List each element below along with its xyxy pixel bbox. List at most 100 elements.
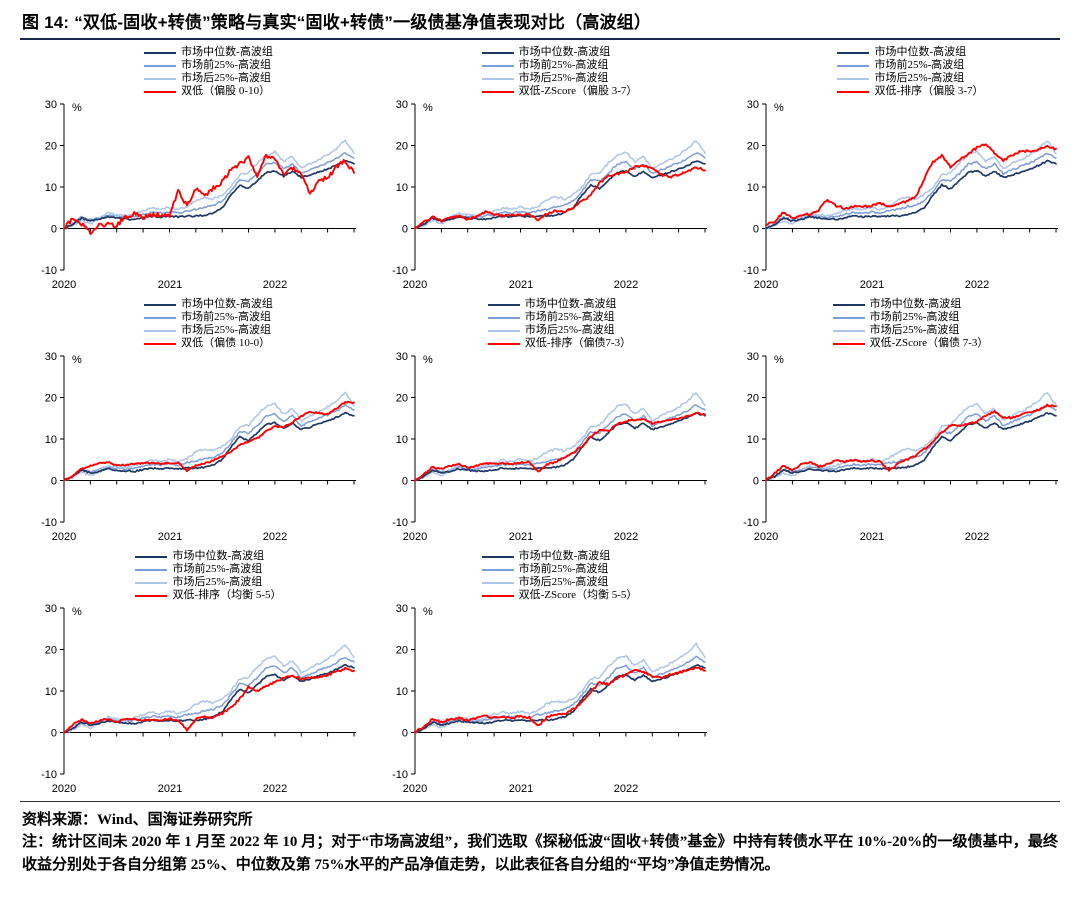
legend-label: 市场中位数-高波组: [181, 46, 273, 58]
legend-label: 市场后25%-高波组: [172, 576, 263, 588]
legend-line-swatch: [832, 303, 865, 306]
legend-item: 双低-ZScore（偏股 3-7）: [481, 85, 637, 98]
legend-item: 双低（偏股 0-10）: [144, 85, 273, 98]
y-tick-label: -10: [392, 769, 408, 781]
legend-line-swatch: [144, 51, 177, 54]
y-unit-label: %: [423, 102, 433, 114]
x-tick-label: 2021: [860, 279, 884, 291]
legend-label: 市场后25%-高波组: [524, 324, 615, 336]
legend-line-swatch: [481, 77, 514, 80]
series-lines: [414, 140, 706, 230]
y-tick-label: 20: [45, 141, 57, 153]
y-tick-label: 10: [396, 182, 408, 194]
series-lines: [414, 392, 706, 482]
x-tick-label: 2021: [158, 531, 182, 543]
y-unit-label: %: [72, 606, 82, 618]
y-unit-label: %: [774, 354, 784, 366]
legend-item: 市场后25%-高波组: [144, 324, 273, 337]
legend-line-swatch: [481, 594, 514, 597]
y-unit-label: %: [72, 102, 82, 114]
legend-line-swatch: [144, 90, 177, 93]
subplot: 市场中位数-高波组 市场前25%-高波组 市场后25%-高波组 双低-排序（偏股 3-…: [722, 44, 1071, 294]
legend-item: 市场中位数-高波组: [487, 298, 631, 311]
legend-label: 双低-ZScore（偏债 7-3）: [869, 337, 989, 349]
legend-label: 双低（偏股 0-10）: [181, 85, 271, 97]
data-series-line: [63, 411, 355, 482]
legend-item: 市场中位数-高波组: [837, 46, 983, 59]
legend-item: 市场后25%-高波组: [837, 72, 983, 85]
x-tick-label: 2022: [263, 783, 287, 795]
legend-item: 市场中位数-高波组: [144, 46, 273, 59]
legend-label: 市场后25%-高波组: [869, 324, 960, 336]
x-tick-label: 2022: [614, 531, 638, 543]
legend-item: 市场后25%-高波组: [144, 72, 273, 85]
y-tick-label: 30: [396, 603, 408, 615]
y-tick-label: 10: [45, 182, 57, 194]
y-tick-label: 10: [396, 686, 408, 698]
legend-item: 市场前25%-高波组: [487, 311, 631, 324]
legend-item: 双低-排序（偏债7-3）: [487, 337, 631, 350]
data-series-line: [765, 159, 1057, 230]
legend-item: 市场后25%-高波组: [481, 576, 638, 589]
line-chart: 30 20 10 0 -10 % 2020 2021 2022: [743, 99, 1058, 291]
legend-line-swatch: [144, 303, 177, 306]
data-series-line: [765, 403, 1057, 482]
series-lines: [765, 392, 1057, 482]
legend-line-swatch: [135, 568, 168, 571]
y-tick-label: 0: [51, 728, 57, 740]
legend-line-swatch: [144, 64, 177, 67]
legend-label: 市场中位数-高波组: [524, 298, 617, 310]
legend-label: 市场后25%-高波组: [874, 72, 965, 84]
data-series-line: [414, 164, 706, 230]
data-series-line: [765, 412, 1057, 482]
x-tick-label: 2020: [52, 279, 76, 291]
y-tick-label: 0: [51, 476, 57, 488]
y-tick-label: 30: [45, 99, 57, 111]
chart-legend: 市场中位数-高波组 市场前25%-高波组 市场后25%-高波组 双低-排序（偏股 3-…: [837, 44, 984, 98]
y-tick-label: 10: [45, 434, 57, 446]
data-series-line: [63, 644, 355, 734]
legend-label: 市场前25%-高波组: [518, 59, 609, 71]
legend-line-swatch: [487, 329, 520, 332]
legend-line-swatch: [144, 342, 177, 345]
legend-line-swatch: [481, 90, 514, 93]
y-tick-label: 20: [747, 141, 759, 153]
legend-line-swatch: [837, 51, 870, 54]
legend-line-swatch: [487, 303, 520, 306]
line-chart: 30 20 10 0 -10 % 2020 2021 2022: [41, 603, 356, 795]
legend-label: 市场前25%-高波组: [874, 59, 965, 71]
legend-line-swatch: [832, 342, 865, 345]
y-tick-label: 10: [747, 182, 759, 194]
quarter-ticks: [414, 228, 706, 233]
quarter-ticks: [765, 228, 1057, 233]
legend-label: 市场后25%-高波组: [181, 72, 271, 84]
data-series-line: [765, 152, 1057, 230]
quarter-ticks: [63, 732, 355, 737]
x-tick-label: 2021: [158, 279, 182, 291]
legend-item: 市场后25%-高波组: [135, 576, 281, 589]
legend-line-swatch: [135, 555, 168, 558]
data-series-line: [414, 160, 706, 230]
y-tick-label: 30: [396, 99, 408, 111]
quarter-ticks: [414, 732, 706, 737]
legend-label: 市场前25%-高波组: [181, 311, 271, 323]
legend-line-swatch: [135, 594, 168, 597]
legend-line-swatch: [135, 581, 168, 584]
data-series-line: [414, 404, 706, 482]
y-tick-label: 20: [396, 645, 408, 657]
x-tick-label: 2022: [263, 279, 287, 291]
legend-item: 市场后25%-高波组: [481, 72, 638, 85]
legend-item: 市场后25%-高波组: [487, 324, 631, 337]
y-tick-label: 30: [45, 603, 57, 615]
legend-label: 市场中位数-高波组: [172, 550, 265, 562]
x-tick-label: 2020: [754, 531, 778, 543]
data-series-line: [414, 666, 706, 734]
series-lines: [765, 140, 1057, 230]
legend-item: 市场前25%-高波组: [832, 311, 989, 324]
data-series-line: [63, 400, 355, 482]
legend-label: 市场中位数-高波组: [869, 298, 962, 310]
legend-label: 双低-排序（均衡 5-5）: [172, 589, 282, 601]
x-tick-label: 2022: [965, 531, 989, 543]
y-tick-label: -10: [392, 517, 408, 529]
chart-legend: 市场中位数-高波组 市场前25%-高波组 市场后25%-高波组 双低-ZScore（偏…: [832, 296, 989, 350]
